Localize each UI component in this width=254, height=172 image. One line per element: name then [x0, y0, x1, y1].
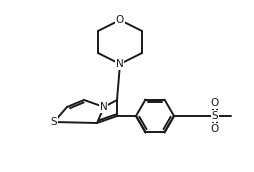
Text: N: N [100, 102, 107, 112]
Text: O: O [210, 124, 218, 134]
Text: O: O [115, 15, 124, 25]
Text: S: S [211, 111, 217, 121]
Text: N: N [116, 59, 123, 69]
Text: O: O [210, 98, 218, 108]
Text: S: S [51, 117, 57, 127]
